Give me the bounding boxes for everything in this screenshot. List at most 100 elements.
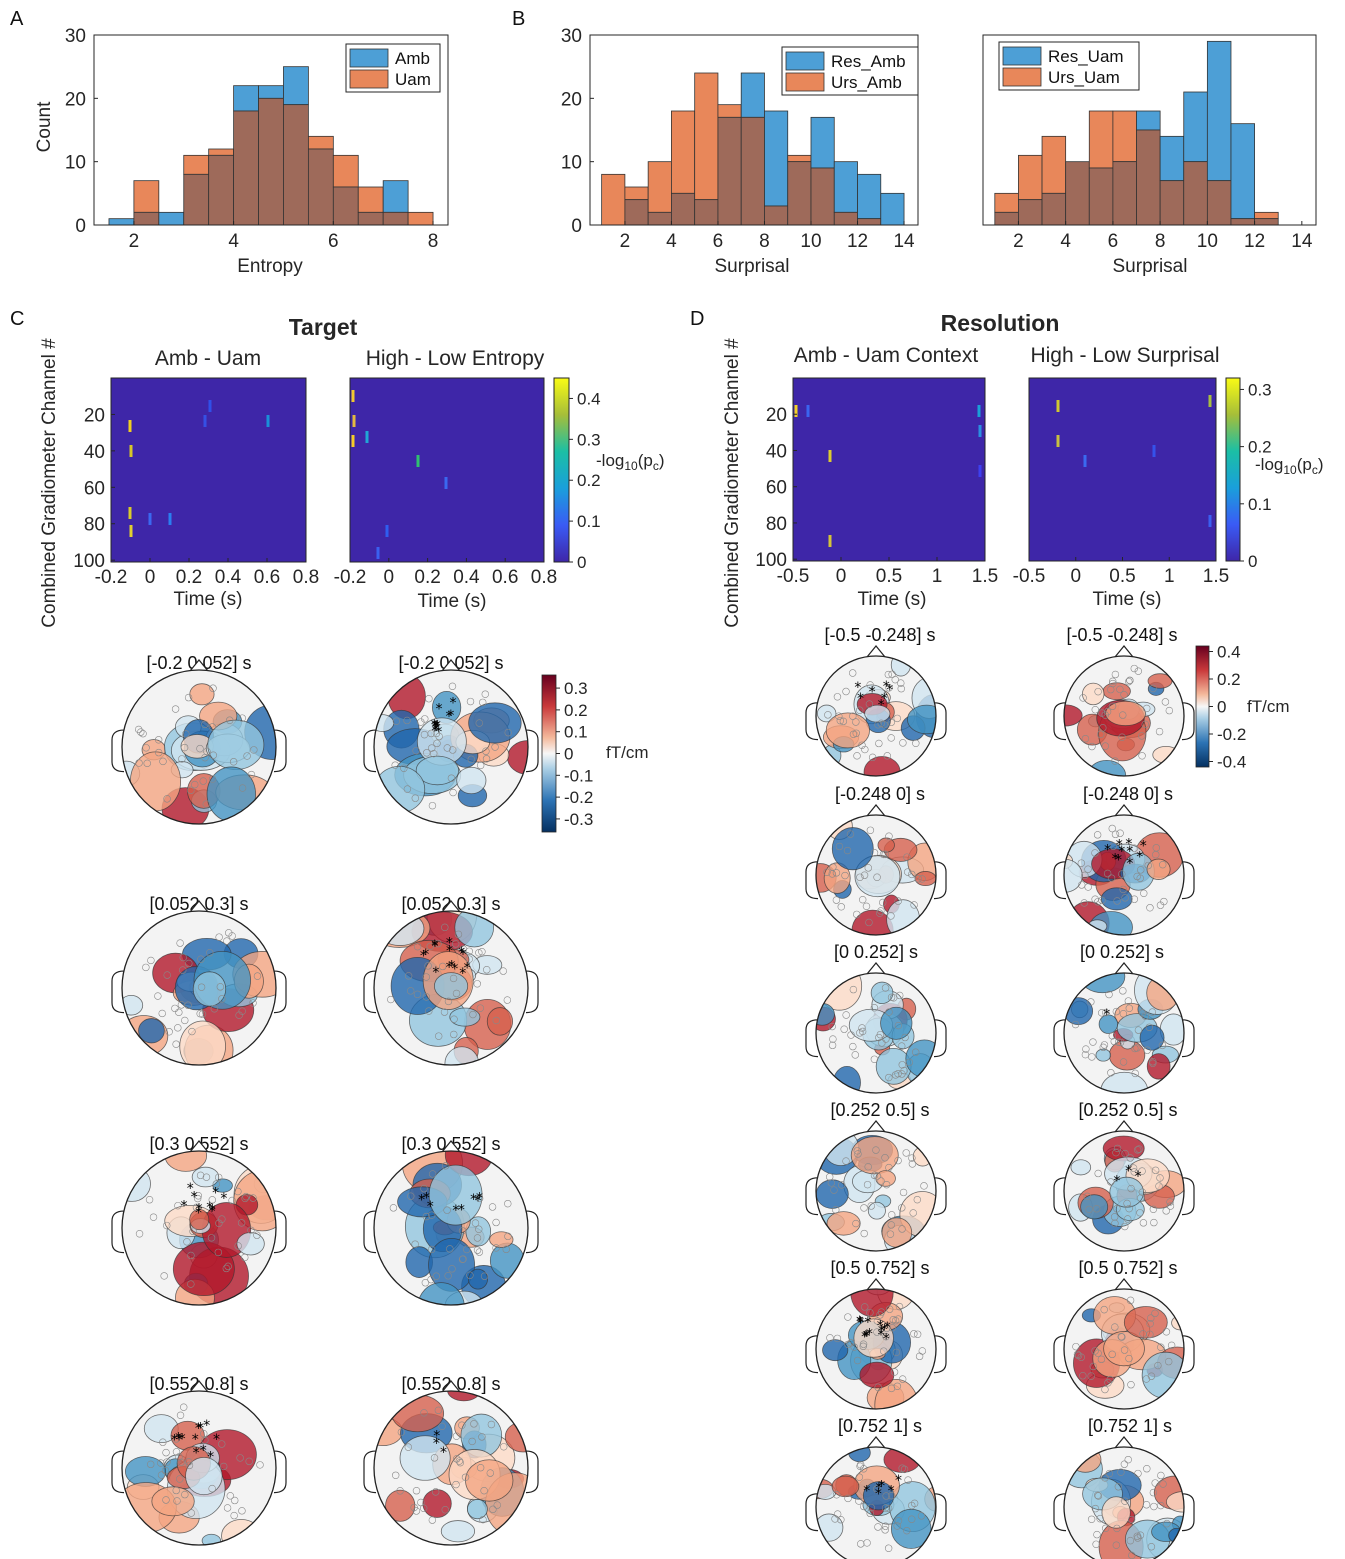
res-window-3-left: [0 0.252] s	[834, 942, 918, 962]
hist-bar	[1230, 123, 1255, 220]
topoplot: **********	[1053, 804, 1195, 936]
topoplot: ************	[111, 1380, 287, 1546]
significance-star: *	[857, 1315, 864, 1331]
panel-label-a: A	[10, 8, 24, 30]
heatmap-x-tick: 0.6	[492, 567, 518, 588]
topoplot	[111, 659, 287, 825]
significance-star: *	[1140, 838, 1147, 854]
heatmap-x-tick: -0.2	[334, 567, 367, 588]
hist-bar-overlap	[647, 211, 672, 226]
significance-star: *	[458, 1202, 465, 1218]
hist-b1-axes: 2 4 6 8 10 12 14 0 10 20 30	[561, 26, 919, 252]
colorbar-tick: -0.1	[564, 766, 593, 785]
significance-star: *	[895, 1473, 902, 1489]
significance-star: *	[420, 949, 427, 965]
heatmap-target-entropy	[350, 378, 544, 562]
ear-left	[1053, 1335, 1067, 1374]
hist-bar	[133, 180, 160, 213]
colorbar-tick: 0.4	[577, 389, 601, 408]
colorbar-tick: 0.3	[564, 679, 588, 698]
nose	[1114, 645, 1134, 658]
x-tick-label: 6	[713, 231, 724, 252]
heatmap-ylabel-target: Combined Gradiometer Channel #	[39, 338, 60, 628]
heatmap-cluster	[794, 405, 798, 417]
panel-label-d: D	[690, 308, 704, 330]
hist-bar	[357, 186, 384, 213]
hist-bar-overlap	[624, 199, 649, 226]
significance-star: *	[1126, 844, 1133, 860]
heatmap-cluster	[208, 400, 212, 412]
hist-bar-overlap	[1159, 180, 1185, 226]
heatmap-y-tick: 40	[766, 441, 787, 462]
heatmap-cluster	[1056, 400, 1060, 412]
significance-star: *	[878, 1323, 885, 1339]
hist-bar-overlap	[787, 161, 812, 226]
heatmap-x-tick: 0.5	[1109, 566, 1135, 587]
hist-bar	[1254, 211, 1279, 220]
hist-bar	[158, 211, 185, 226]
significance-star: *	[883, 679, 890, 695]
ear-right	[933, 702, 947, 741]
ear-right	[933, 1019, 947, 1058]
nose	[441, 1140, 461, 1153]
hist-bar	[647, 161, 672, 213]
significance-star: *	[881, 1323, 888, 1339]
colorbar-tick: 0.2	[1248, 438, 1272, 457]
hist-bar-overlap	[208, 154, 235, 226]
hist-a-axes: 2 4 6 8 0 10 20 30	[65, 26, 449, 252]
ear-left	[1053, 1177, 1067, 1216]
head-outline	[815, 972, 937, 1094]
hist-bar	[183, 154, 210, 175]
target-topoplots: [-0.2 0.052] s [-0.2 0.052] s [0.052 0.3…	[111, 653, 539, 1546]
ear-right	[525, 970, 539, 1014]
significance-star: *	[433, 719, 440, 735]
colorbar-tick: 0.1	[577, 512, 601, 531]
heatmap-cluster	[1056, 435, 1060, 447]
ear-left	[805, 702, 819, 741]
hist-bar	[1088, 110, 1114, 169]
ear-right	[933, 861, 947, 900]
significance-star: *	[171, 1432, 178, 1448]
significance-star: *	[869, 684, 876, 700]
colorbar-tick: 0.2	[564, 701, 588, 720]
x-tick-label: 2	[1013, 231, 1024, 252]
heatmap-resolution-context-field	[793, 378, 985, 561]
hist-b1-legend: Res_Amb Urs_Amb	[781, 46, 919, 96]
x-tick-label: 4	[1060, 231, 1071, 252]
heatmap-cluster	[1152, 445, 1156, 457]
topoplot	[805, 962, 947, 1094]
legend-swatch-amb	[349, 48, 389, 68]
significance-star: *	[464, 960, 471, 976]
x-tick-label: 4	[666, 231, 677, 252]
heatmap-x-tick: 0.4	[215, 567, 242, 588]
y-tick-label: 0	[571, 216, 582, 237]
hist-a: 2 4 6 8 0 10 20 30 Entropy Count Amb Uam	[34, 26, 449, 277]
target-condition-2: High - Low Entropy	[366, 347, 545, 370]
legend-label-res-amb: Res_Amb	[831, 52, 906, 71]
ear-left	[363, 970, 377, 1014]
resolution-condition-2: High - Low Surprisal	[1030, 344, 1219, 367]
res-window-2-right: [-0.248 0] s	[1083, 784, 1173, 804]
ear-left	[1053, 1493, 1067, 1532]
ear-right	[933, 1177, 947, 1216]
ear-left	[805, 861, 819, 900]
colorbar-tick: 0.2	[577, 471, 601, 490]
x-tick-label: 12	[847, 231, 868, 252]
significance-star: *	[1116, 837, 1123, 853]
significance-star: *	[857, 691, 864, 707]
significance-star: *	[203, 1418, 210, 1434]
heatmap-y-tick: 20	[766, 405, 787, 426]
head-outline	[373, 669, 529, 825]
nose	[866, 804, 886, 817]
head-outline	[815, 814, 937, 936]
ear-left	[805, 1177, 819, 1216]
heatmap-x-tick: 0.2	[414, 567, 440, 588]
heatmap-cluster	[168, 513, 172, 525]
heatmap-resolution-surprisal-field	[1029, 378, 1216, 561]
ear-right	[525, 1210, 539, 1254]
significance-star: *	[446, 960, 453, 976]
significance-star: *	[220, 1191, 227, 1207]
head-outline	[815, 1288, 937, 1410]
significance-star: *	[863, 1484, 870, 1500]
y-tick-label: 20	[65, 89, 86, 110]
